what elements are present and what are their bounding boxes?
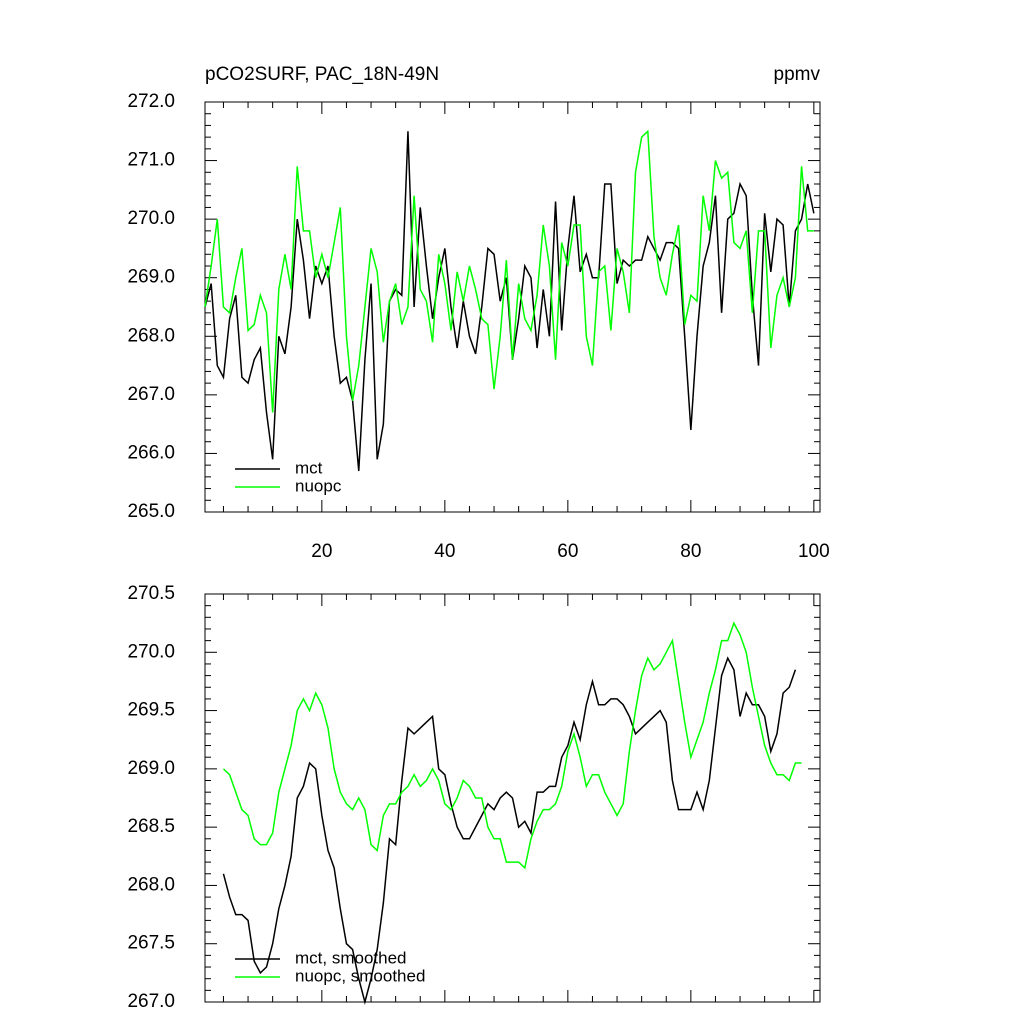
y-tick-label: 270.5: [127, 583, 175, 604]
units-label: ppmv: [774, 64, 821, 85]
y-tick-label: 269.5: [127, 700, 175, 721]
x-tick-label: 20: [311, 541, 332, 562]
legend-label: nuopc: [295, 476, 342, 495]
chart-title: pCO2SURF, PAC_18N-49N: [205, 64, 439, 85]
y-tick-label: 270.0: [127, 208, 175, 229]
y-tick-label: 268.5: [127, 816, 175, 837]
x-tick-label: 100: [798, 541, 830, 562]
y-tick-label: 272.0: [127, 91, 175, 112]
y-tick-label: 270.0: [127, 641, 175, 662]
y-tick-label: 265.0: [127, 501, 175, 522]
x-tick-label: 80: [680, 541, 701, 562]
x-tick-label: 40: [434, 541, 455, 562]
y-tick-label: 268.0: [127, 874, 175, 895]
y-tick-label: 267.0: [127, 991, 175, 1012]
line-series: [222, 656, 797, 1005]
y-tick-label: 267.5: [127, 933, 175, 954]
y-tick-label: 269.0: [127, 267, 175, 288]
legend-label: mct: [295, 458, 323, 477]
legend-label: mct, smoothed: [295, 948, 407, 967]
plot-frame: [204, 101, 821, 513]
y-tick-label: 271.0: [127, 150, 175, 171]
legend-label: nuopc, smoothed: [295, 966, 425, 985]
plot-frame: [204, 593, 821, 1003]
line-series: [204, 129, 814, 413]
y-tick-label: 267.0: [127, 384, 175, 405]
line-series: [222, 621, 802, 870]
y-tick-label: 266.0: [127, 442, 175, 463]
y-tick-label: 268.0: [127, 325, 175, 346]
y-tick-label: 269.0: [127, 758, 175, 779]
x-tick-label: 60: [557, 541, 578, 562]
